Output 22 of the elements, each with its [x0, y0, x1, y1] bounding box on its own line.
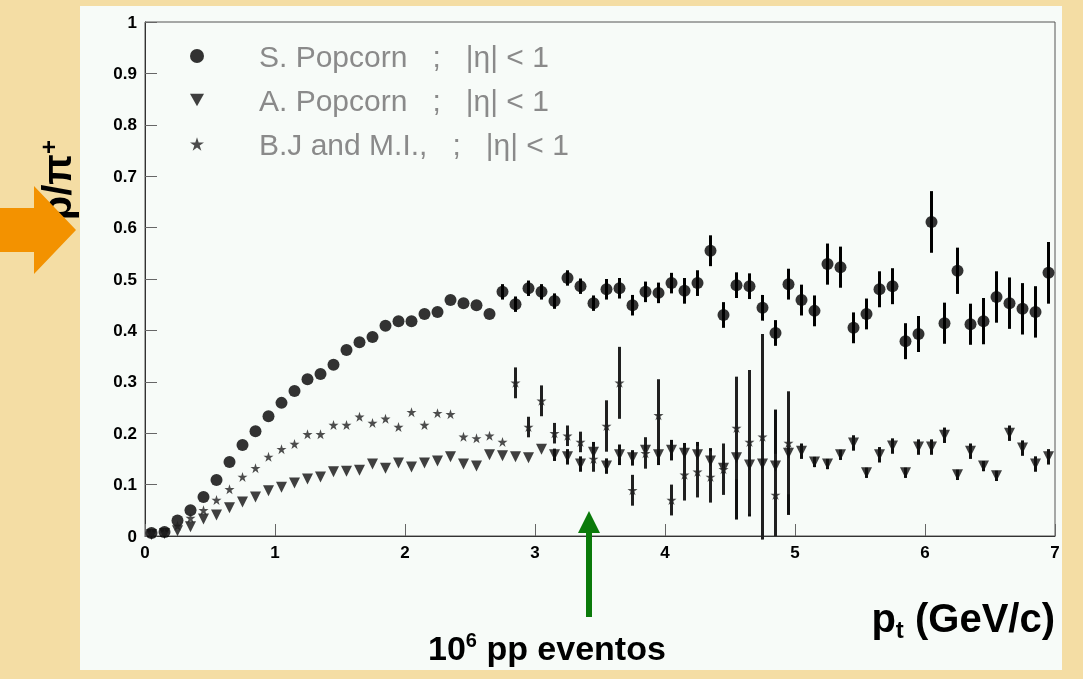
x-tick-label: 3	[530, 543, 540, 562]
x-tick-label: 5	[790, 543, 800, 562]
legend-label: A. Popcorn ; |η| < 1	[259, 83, 549, 117]
y-tick-label: 0.2	[113, 423, 137, 443]
y-tick-label: 0.3	[113, 372, 137, 392]
y-tick-label: 0.5	[113, 269, 137, 289]
y-tick-label: 1	[127, 12, 137, 32]
x-tick-label: 6	[920, 543, 930, 562]
x-tick-label: 7	[1050, 543, 1060, 562]
x-tick-label: 2	[400, 543, 410, 562]
y-tick-label: 0.8	[113, 115, 137, 135]
y-tick-label: 0.6	[113, 218, 137, 238]
y-tick-label: 0.9	[113, 63, 137, 83]
y-tick-label: 0	[127, 526, 137, 546]
x-tick-label: 1	[270, 543, 280, 562]
x-tick-label: 0	[140, 543, 150, 562]
legend-label: B.J and M.I., ; |η| < 1	[259, 127, 569, 161]
x-tick-label: 4	[660, 543, 671, 562]
y-tick-label: 0.7	[113, 166, 137, 186]
y-tick-label: 0.1	[113, 475, 137, 495]
legend-label: S. Popcorn ; |η| < 1	[259, 39, 549, 73]
y-tick-label: 0.4	[113, 320, 138, 340]
